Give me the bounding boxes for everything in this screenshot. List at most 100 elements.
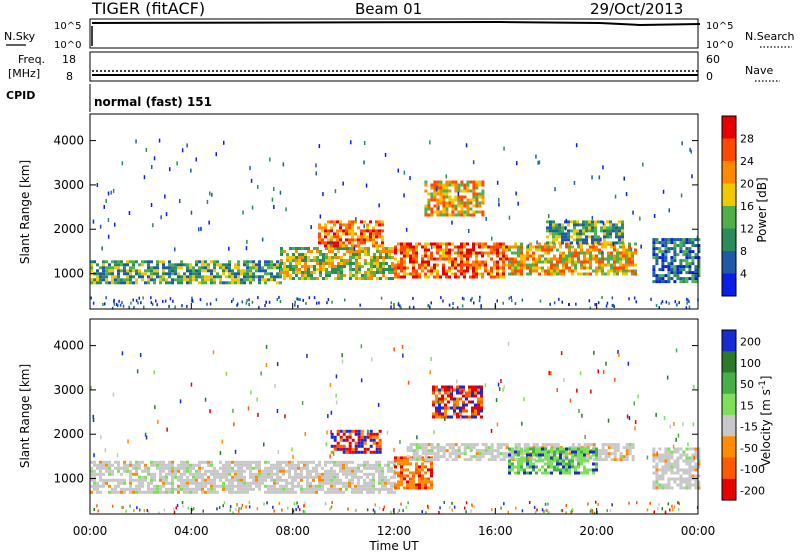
- velocity-echo-cell: [96, 487, 99, 491]
- power-echo-cell: [598, 248, 601, 252]
- power-echo-cell: [511, 263, 514, 267]
- power-near-range-echo: [575, 302, 577, 306]
- power-echo-cell: [201, 269, 204, 273]
- power-echo-cell: [304, 256, 307, 259]
- velocity-near-range-echo: [236, 503, 238, 506]
- velocity-colorbar-swatch: [722, 436, 736, 459]
- power-echo-cell: [313, 265, 316, 268]
- power-echo-cell: [454, 186, 458, 190]
- velocity-echo-cell: [430, 452, 434, 456]
- velocity-echo-cell: [601, 446, 605, 450]
- velocity-echo-cell: [409, 471, 412, 475]
- power-echo-cell: [339, 220, 342, 224]
- power-echo-cell: [129, 260, 132, 264]
- velocity-near-range-echo: [241, 503, 244, 507]
- power-echo-cell: [258, 278, 261, 282]
- velocity-echo-cell: [384, 487, 387, 491]
- velocity-sparse-echo: [495, 398, 498, 403]
- power-sparse-echo: [397, 168, 399, 173]
- power-echo-cell: [559, 257, 562, 261]
- power-echo-cell: [373, 271, 376, 274]
- power-echo-cell: [366, 229, 369, 233]
- power-echo-cell: [558, 226, 561, 230]
- velocity-echo-cell: [351, 450, 355, 454]
- velocity-echo-cell: [93, 472, 96, 476]
- power-near-range-echo: [169, 297, 172, 301]
- power-echo-cell: [339, 241, 342, 245]
- velocity-echo-cell: [438, 400, 441, 404]
- velocity-echo-cell: [363, 484, 366, 488]
- power-echo-cell: [430, 266, 433, 270]
- power-echo-cell: [618, 232, 621, 236]
- velocity-echo-cell: [348, 441, 352, 445]
- power-echo-cell: [691, 238, 695, 242]
- velocity-echo-cell: [664, 447, 668, 451]
- power-echo-cell: [276, 275, 279, 279]
- velocity-echo-cell: [499, 452, 503, 456]
- velocity-echo-cell: [291, 481, 294, 485]
- power-echo-cell: [99, 272, 102, 276]
- power-echo-cell: [301, 265, 304, 268]
- velocity-echo-cell: [207, 460, 210, 464]
- velocity-echo-cell: [459, 397, 462, 401]
- velocity-sparse-echo: [399, 439, 401, 444]
- power-sparse-echo: [174, 247, 176, 252]
- velocity-echo-cell: [336, 475, 339, 479]
- velocity-echo-cell: [535, 453, 538, 457]
- power-echo-cell: [505, 248, 508, 252]
- velocity-echo-cell: [189, 478, 192, 482]
- power-echo-cell: [424, 242, 427, 246]
- freq-tick-bottom: 8: [66, 70, 73, 83]
- velocity-echo-cell: [493, 449, 497, 453]
- power-echo-cell: [571, 254, 574, 258]
- power-echo-cell: [694, 244, 698, 248]
- velocity-colorbar-swatch: [722, 330, 736, 352]
- velocity-echo-cell: [670, 486, 674, 490]
- power-echo-cell: [283, 265, 286, 268]
- velocity-echo-cell: [159, 475, 162, 479]
- velocity-echo-cell: [108, 466, 111, 470]
- velocity-echo-cell: [342, 429, 346, 433]
- power-echo-cell: [352, 268, 355, 271]
- power-sparse-echo: [261, 237, 264, 242]
- power-echo-cell: [286, 274, 289, 277]
- velocity-near-range-echo: [443, 501, 445, 504]
- velocity-echo-cell: [697, 465, 701, 469]
- velocity-echo-cell: [306, 490, 309, 494]
- velocity-sparse-echo: [277, 450, 280, 455]
- power-echo-cell: [502, 269, 505, 273]
- power-echo-cell: [655, 238, 659, 242]
- velocity-echo-cell: [532, 462, 535, 466]
- velocity-echo-cell: [357, 438, 361, 442]
- power-echo-cell: [337, 247, 340, 250]
- power-echo-cell: [333, 220, 336, 224]
- velocity-colorbar-tick: 50: [740, 378, 754, 391]
- power-near-range-echo: [605, 304, 608, 308]
- velocity-echo-cell: [517, 443, 521, 447]
- power-echo-cell: [375, 223, 378, 227]
- velocity-echo-cell: [667, 450, 671, 454]
- velocity-echo-cell: [460, 443, 464, 447]
- velocity-echo-cell: [655, 465, 659, 469]
- power-echo-cell: [216, 275, 219, 279]
- velocity-near-range-echo: [405, 505, 408, 509]
- power-echo-cell: [364, 250, 367, 253]
- power-echo-cell: [667, 268, 671, 272]
- power-echo-cell: [379, 253, 382, 256]
- velocity-echo-cell: [381, 478, 384, 482]
- velocity-echo-cell: [258, 475, 261, 479]
- power-echo-cell: [204, 275, 207, 279]
- velocity-echo-cell: [586, 468, 589, 472]
- velocity-echo-cell: [412, 443, 416, 447]
- velocity-echo-cell: [568, 452, 572, 456]
- velocity-echo-cell: [409, 443, 413, 447]
- velocity-echo-cell: [397, 456, 400, 460]
- power-echo-cell: [186, 275, 189, 279]
- power-near-range-echo: [268, 300, 271, 304]
- power-echo-cell: [697, 256, 701, 260]
- power-echo-cell: [325, 256, 328, 259]
- power-echo-cell: [541, 269, 544, 273]
- power-near-range-echo: [308, 296, 311, 300]
- power-near-range-echo: [480, 304, 482, 308]
- velocity-echo-cell: [462, 394, 465, 398]
